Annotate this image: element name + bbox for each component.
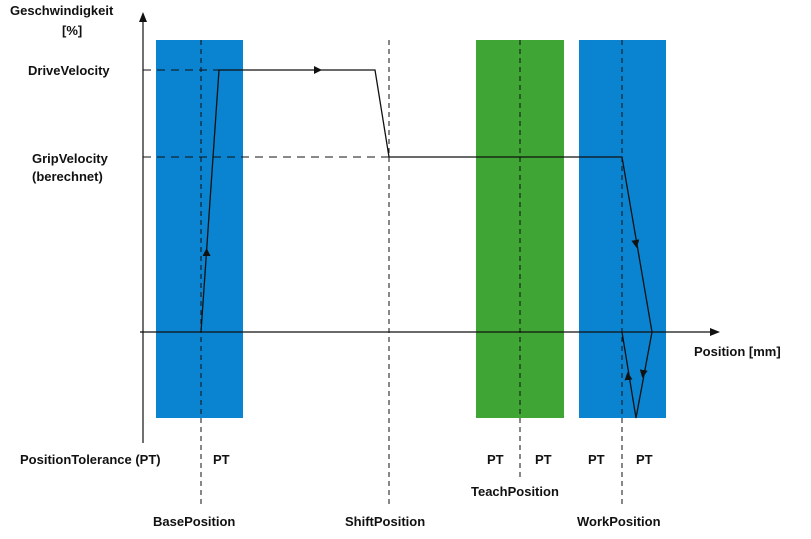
- x-axis-arrow: [710, 328, 720, 336]
- pt-label-work-right: PT: [636, 452, 653, 467]
- y-axis-arrow: [139, 12, 147, 22]
- pt-label-base-right: PT: [213, 452, 230, 467]
- base-tolerance-zone: [156, 40, 243, 418]
- pt-label-teach-left: PT: [487, 452, 504, 467]
- x-axis-label: Position [mm]: [694, 344, 781, 359]
- grip-velocity-label-line1: GripVelocity: [32, 151, 109, 166]
- y-axis-label-line2: [%]: [62, 23, 82, 38]
- pt-label-work-left: PT: [588, 452, 605, 467]
- shift-position-label: ShiftPosition: [345, 514, 425, 529]
- drive-velocity-label: DriveVelocity: [28, 63, 110, 78]
- grip-velocity-label-line2: (berechnet): [32, 169, 103, 184]
- pt-label-teach-right: PT: [535, 452, 552, 467]
- y-axis-label-line1: Geschwindigkeit: [10, 3, 114, 18]
- teach-position-label: TeachPosition: [471, 484, 559, 499]
- velocity-profile: [200, 69, 653, 419]
- work-position-label: WorkPosition: [577, 514, 661, 529]
- base-position-label: BasePosition: [153, 514, 235, 529]
- position-tolerance-label: PositionTolerance (PT): [20, 452, 161, 467]
